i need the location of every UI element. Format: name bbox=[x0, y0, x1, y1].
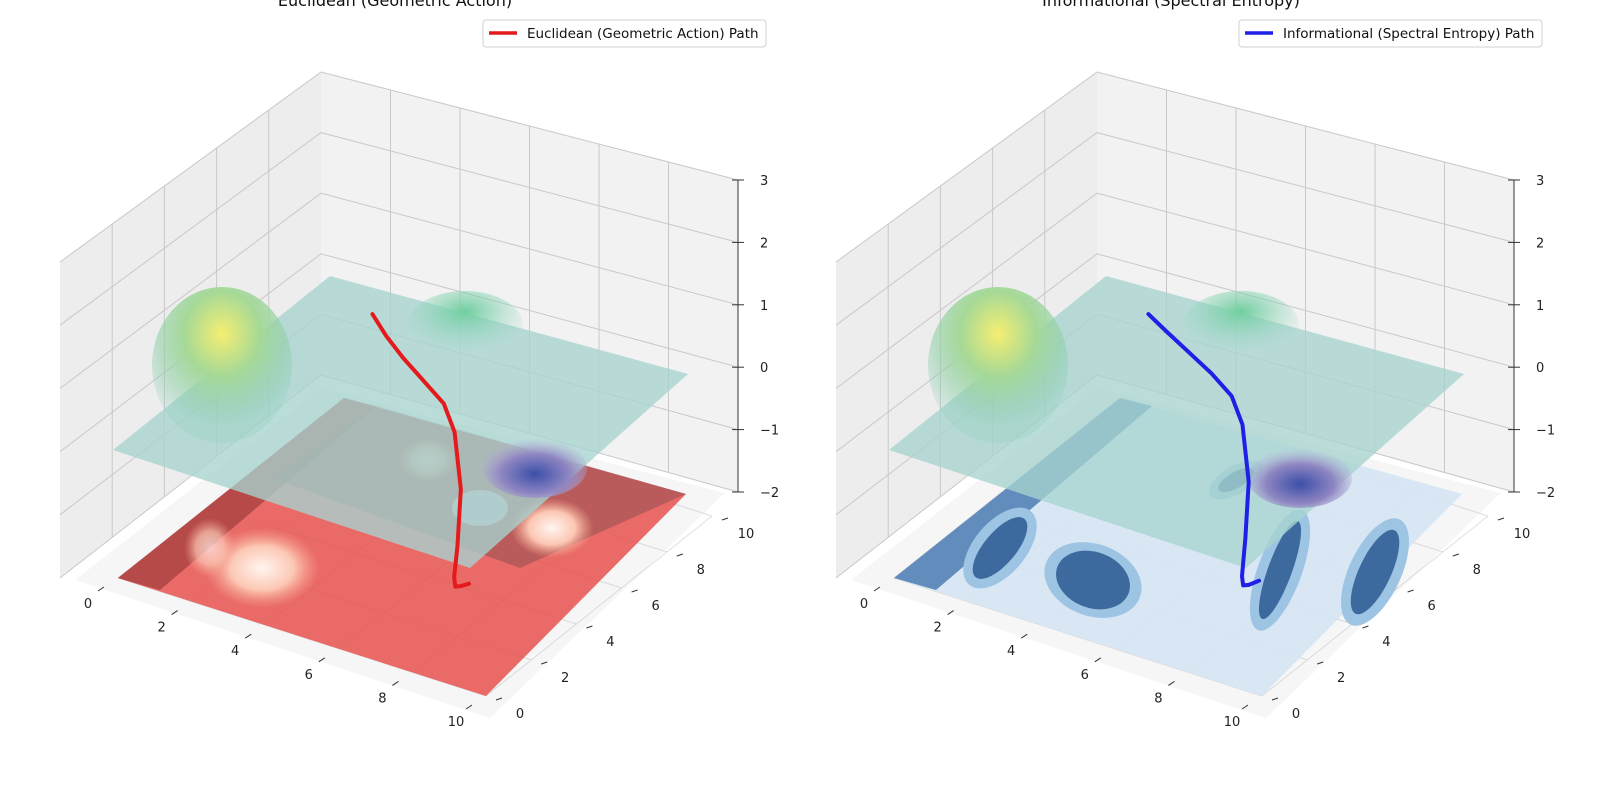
y-tick-label: 8 bbox=[697, 563, 705, 578]
z-tick-label: 2 bbox=[760, 236, 768, 251]
x-tick-label: 10 bbox=[448, 715, 465, 730]
y-tick-label: 4 bbox=[606, 635, 614, 650]
x-tick-label: 8 bbox=[378, 691, 386, 706]
x-tick-label: 0 bbox=[860, 597, 868, 612]
z-tick-label: −2 bbox=[760, 486, 779, 501]
y-tick-label: 4 bbox=[1382, 635, 1390, 650]
panel-informational: 0 2 4 6 8 10 0 2 4 6 8 10 −2 −1 0 1 2 3 Informational (… bbox=[835, 0, 1555, 730]
legend: Informational (Spectral Entropy) Path bbox=[1238, 19, 1543, 48]
y-axis-ticks: 0 2 4 6 8 10 bbox=[1271, 517, 1531, 722]
chart-title: Euclidean (Geometric Action) bbox=[278, 0, 512, 10]
y-tick-mark bbox=[631, 589, 638, 593]
y-tick-label: 2 bbox=[1337, 671, 1345, 686]
x-tick-mark bbox=[97, 586, 105, 592]
x-tick-label: 10 bbox=[1224, 715, 1241, 730]
y-tick-mark bbox=[721, 517, 729, 521]
y-tick-mark bbox=[541, 661, 548, 665]
x-axis-ticks: 0 2 4 6 8 10 bbox=[84, 586, 473, 730]
y-tick-mark bbox=[1271, 697, 1279, 701]
z-axis-ticks: −2 −1 0 1 2 3 bbox=[1508, 174, 1555, 501]
z-tick-label: 1 bbox=[760, 299, 768, 314]
legend: Euclidean (Geometric Action) Path bbox=[482, 19, 767, 48]
x-tick-label: 2 bbox=[933, 621, 941, 636]
series-path-euclidean bbox=[370, 312, 471, 589]
x-tick-mark bbox=[244, 633, 252, 639]
y-tick-mark bbox=[1317, 661, 1324, 665]
x-tick-label: 6 bbox=[305, 668, 313, 683]
y-tick-label: 0 bbox=[1292, 707, 1300, 722]
y-tick-mark bbox=[1452, 553, 1459, 557]
y-tick-label: 6 bbox=[1427, 599, 1435, 614]
x-tick-mark bbox=[947, 610, 954, 616]
x-tick-mark bbox=[171, 610, 178, 616]
x-tick-mark bbox=[465, 704, 473, 710]
series-path-informational bbox=[1146, 312, 1262, 588]
x-axis-ticks: 0 2 4 6 8 10 bbox=[860, 586, 1249, 730]
x-tick-mark bbox=[1094, 657, 1102, 663]
z-axis-ticks: −2 −1 0 1 2 3 bbox=[732, 174, 779, 501]
gridline bbox=[485, 515, 713, 697]
x-tick-label: 0 bbox=[84, 597, 92, 612]
y-tick-mark bbox=[676, 553, 683, 557]
z-tick-label: 3 bbox=[760, 174, 768, 189]
z-tick-label: −1 bbox=[760, 424, 779, 439]
potential-surface bbox=[889, 276, 1464, 568]
x-tick-label: 4 bbox=[231, 644, 239, 659]
x-tick-label: 8 bbox=[1154, 691, 1162, 706]
legend-label: Euclidean (Geometric Action) Path bbox=[527, 26, 759, 42]
y-tick-label: 8 bbox=[1473, 563, 1481, 578]
y-tick-mark bbox=[1497, 517, 1505, 521]
x-tick-mark bbox=[1168, 680, 1175, 686]
x-tick-mark bbox=[392, 680, 399, 686]
x-tick-mark bbox=[318, 657, 326, 663]
z-tick-label: 0 bbox=[760, 361, 768, 376]
x-tick-label: 4 bbox=[1007, 644, 1015, 659]
x-tick-mark bbox=[1020, 633, 1028, 639]
potential-surface bbox=[113, 276, 688, 568]
gridline bbox=[835, 253, 1515, 452]
gridline bbox=[835, 71, 1515, 263]
y-tick-label: 0 bbox=[516, 707, 524, 722]
gridline bbox=[59, 192, 739, 389]
y-axis-ticks: 0 2 4 6 8 10 bbox=[495, 517, 755, 722]
gridline bbox=[59, 71, 739, 263]
chart-title: Informational (Spectral Entropy) bbox=[1042, 0, 1300, 10]
y-tick-label: 2 bbox=[561, 671, 569, 686]
gridline bbox=[835, 192, 1515, 389]
x-tick-mark bbox=[1241, 704, 1249, 710]
y-tick-label: 10 bbox=[1514, 527, 1531, 542]
y-tick-mark bbox=[1362, 625, 1369, 629]
x-tick-label: 2 bbox=[157, 621, 165, 636]
z-tick-label: 0 bbox=[1536, 361, 1544, 376]
z-tick-label: 3 bbox=[1536, 174, 1544, 189]
z-tick-label: −2 bbox=[1536, 486, 1555, 501]
z-tick-label: 2 bbox=[1536, 236, 1544, 251]
y-tick-label: 10 bbox=[738, 527, 755, 542]
y-tick-mark bbox=[586, 625, 593, 629]
gridline bbox=[59, 253, 739, 452]
x-tick-label: 6 bbox=[1081, 668, 1089, 683]
gridline bbox=[835, 132, 1515, 326]
z-tick-label: 1 bbox=[1536, 299, 1544, 314]
x-tick-mark bbox=[873, 586, 881, 592]
panel-euclidean: 0 2 4 6 8 10 0 2 4 6 8 10 −2 −1 0 1 2 3 Euclidean (Geom… bbox=[59, 0, 779, 730]
y-tick-mark bbox=[1407, 589, 1414, 593]
z-tick-label: −1 bbox=[1536, 424, 1555, 439]
gridline bbox=[59, 132, 739, 326]
legend-label: Informational (Spectral Entropy) Path bbox=[1283, 26, 1534, 42]
y-tick-mark bbox=[495, 697, 503, 701]
y-tick-label: 6 bbox=[651, 599, 659, 614]
